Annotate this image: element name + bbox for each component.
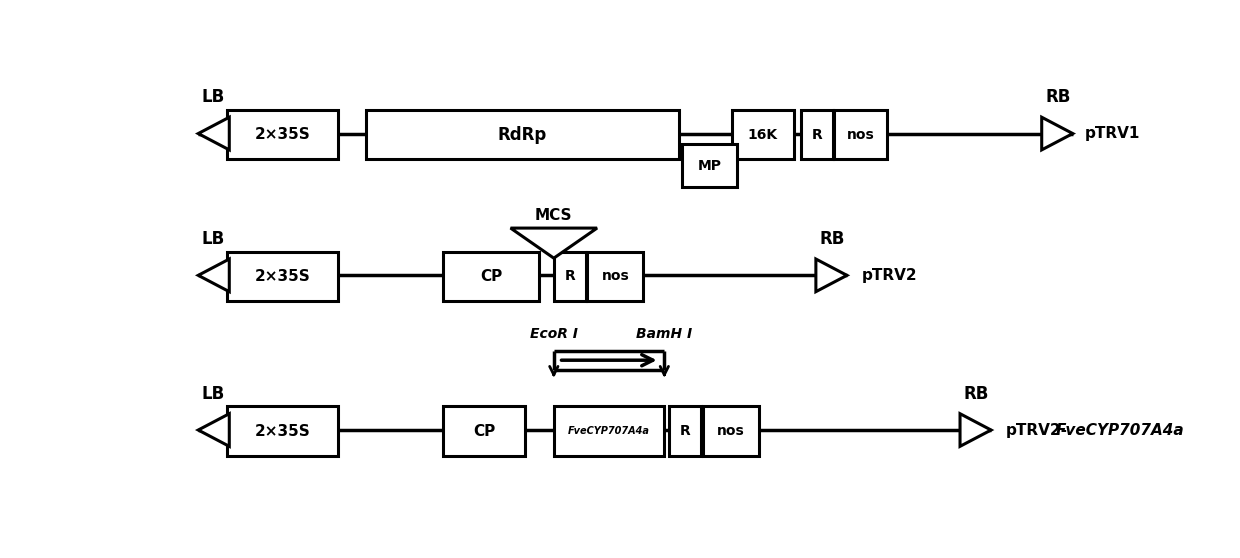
Polygon shape xyxy=(198,259,229,292)
Text: FveCYP707A4a: FveCYP707A4a xyxy=(568,426,650,436)
FancyBboxPatch shape xyxy=(227,110,337,160)
FancyBboxPatch shape xyxy=(703,406,759,456)
Text: FveCYP707A4a: FveCYP707A4a xyxy=(1055,422,1184,437)
Text: RB: RB xyxy=(963,385,990,403)
Text: CP: CP xyxy=(472,424,495,439)
Text: MCS: MCS xyxy=(536,208,573,223)
Text: CP: CP xyxy=(480,269,502,284)
Text: 2×35S: 2×35S xyxy=(254,269,310,284)
Text: LB: LB xyxy=(201,230,224,248)
Text: MP: MP xyxy=(697,159,722,173)
Text: pTRV2: pTRV2 xyxy=(862,268,916,283)
Text: 2×35S: 2×35S xyxy=(254,127,310,142)
Text: 16K: 16K xyxy=(748,128,777,142)
Text: LB: LB xyxy=(201,385,224,403)
Text: R: R xyxy=(811,128,822,142)
Text: pTRV1: pTRV1 xyxy=(1085,126,1141,141)
FancyBboxPatch shape xyxy=(444,406,525,456)
FancyBboxPatch shape xyxy=(227,252,337,301)
FancyBboxPatch shape xyxy=(670,406,701,456)
FancyBboxPatch shape xyxy=(227,406,337,456)
Text: BamH I: BamH I xyxy=(636,327,692,341)
FancyBboxPatch shape xyxy=(554,252,585,301)
Text: RdRp: RdRp xyxy=(498,126,547,143)
FancyBboxPatch shape xyxy=(682,145,738,187)
Text: nos: nos xyxy=(717,424,744,438)
Polygon shape xyxy=(511,228,596,258)
Text: R: R xyxy=(564,270,575,283)
Text: nos: nos xyxy=(601,270,629,283)
Text: pTRV2-: pTRV2- xyxy=(1006,422,1068,437)
Text: 2×35S: 2×35S xyxy=(254,424,310,439)
FancyBboxPatch shape xyxy=(554,406,665,456)
Polygon shape xyxy=(198,413,229,446)
Text: LB: LB xyxy=(201,89,224,107)
Text: RB: RB xyxy=(820,230,844,248)
FancyBboxPatch shape xyxy=(444,252,539,301)
FancyBboxPatch shape xyxy=(588,252,644,301)
Text: R: R xyxy=(680,424,691,438)
Text: RB: RB xyxy=(1045,89,1071,107)
FancyBboxPatch shape xyxy=(367,110,678,160)
FancyBboxPatch shape xyxy=(835,110,888,160)
Text: EcoR I: EcoR I xyxy=(529,327,578,341)
Polygon shape xyxy=(198,117,229,150)
FancyBboxPatch shape xyxy=(801,110,832,160)
Polygon shape xyxy=(1042,117,1073,150)
FancyBboxPatch shape xyxy=(732,110,794,160)
Polygon shape xyxy=(960,413,991,446)
Polygon shape xyxy=(816,259,847,292)
Text: nos: nos xyxy=(847,128,874,142)
